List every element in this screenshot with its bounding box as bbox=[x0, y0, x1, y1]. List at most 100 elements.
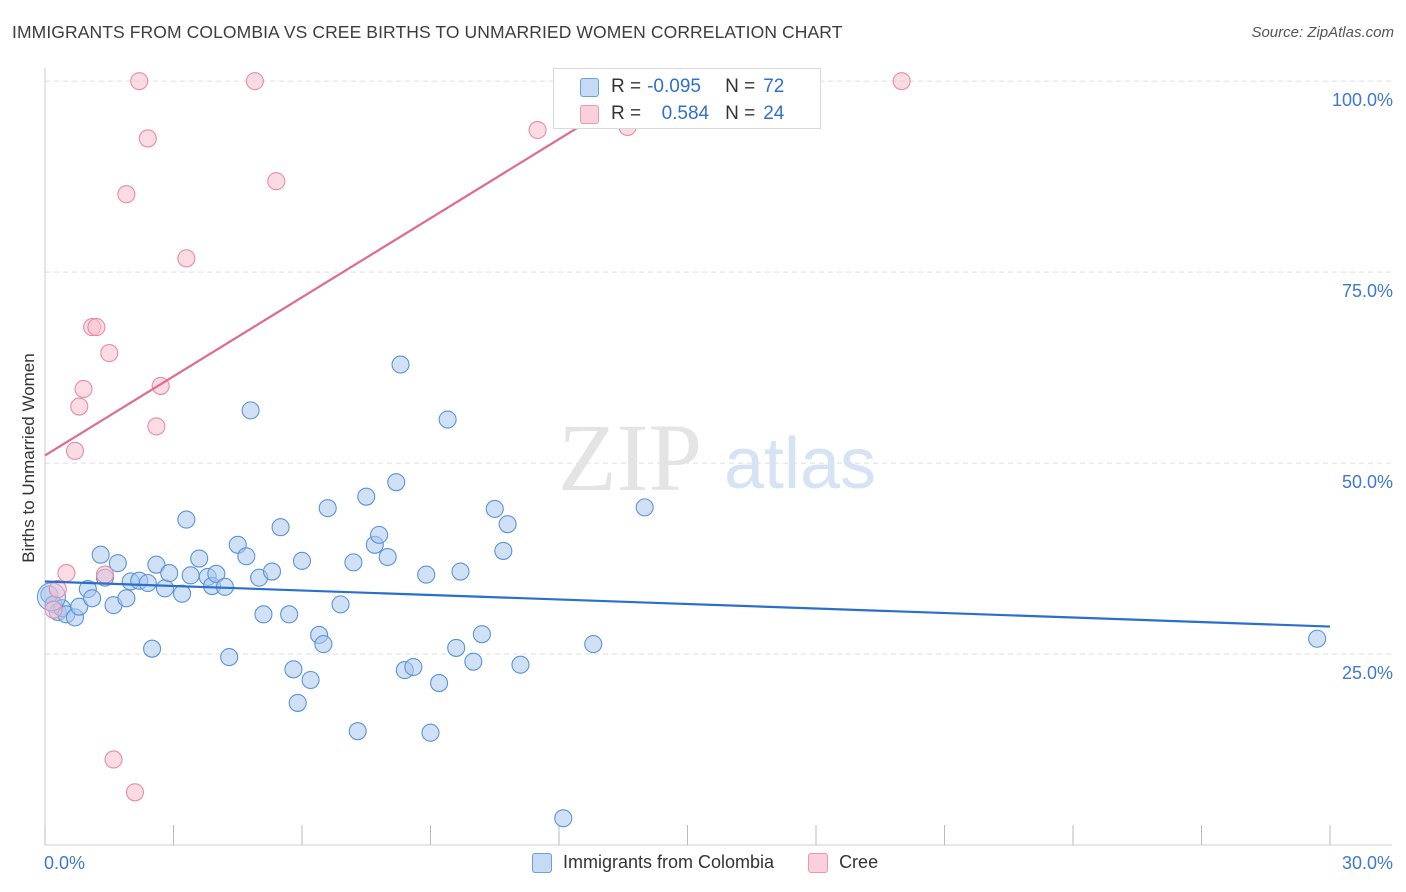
data-point bbox=[117, 589, 136, 608]
data-point bbox=[130, 72, 149, 91]
watermark-zip: ZIP bbox=[558, 404, 702, 511]
legend-swatch-pink bbox=[580, 104, 599, 124]
data-point bbox=[288, 693, 307, 712]
legend-label-colombia: Immigrants from Colombia bbox=[563, 852, 775, 872]
legend-n-label: N = bbox=[725, 103, 756, 124]
data-point bbox=[451, 562, 470, 581]
data-point bbox=[421, 723, 440, 742]
data-point bbox=[48, 580, 67, 599]
data-point bbox=[190, 549, 209, 568]
data-point bbox=[331, 595, 350, 614]
data-point bbox=[387, 473, 406, 492]
data-point bbox=[138, 573, 157, 593]
data-point bbox=[155, 579, 174, 598]
data-point bbox=[344, 553, 363, 572]
y-tick-label: 100.0% bbox=[1332, 90, 1393, 110]
data-point bbox=[430, 674, 449, 693]
data-point bbox=[104, 750, 123, 769]
chart-title: IMMIGRANTS FROM COLOMBIA VS CREE BIRTHS … bbox=[12, 22, 843, 42]
data-point bbox=[100, 344, 119, 363]
data-point bbox=[292, 551, 312, 570]
data-point bbox=[83, 589, 102, 608]
correlation-legend: R = -0.095 N = 72 R = 0.584 N = 24 bbox=[553, 68, 821, 129]
trend-line-colombia bbox=[44, 580, 1331, 628]
legend-label-cree: Cree bbox=[839, 852, 879, 872]
data-point bbox=[447, 638, 466, 657]
legend-swatch-pink bbox=[808, 852, 829, 873]
data-point bbox=[70, 397, 89, 416]
y-tick-label: 25.0% bbox=[1342, 663, 1393, 683]
data-point bbox=[554, 809, 573, 828]
data-point bbox=[125, 783, 144, 802]
source-label: Source: ZipAtlas.com bbox=[1251, 24, 1394, 41]
data-point bbox=[494, 541, 513, 560]
data-point bbox=[635, 498, 654, 517]
data-point bbox=[207, 564, 226, 583]
legend-r-label: R = bbox=[611, 76, 642, 97]
data-point bbox=[254, 605, 273, 624]
data-point bbox=[485, 499, 504, 518]
data-point bbox=[160, 564, 179, 583]
data-point bbox=[177, 249, 196, 268]
data-point bbox=[280, 605, 299, 624]
data-point bbox=[892, 72, 911, 91]
legend-n-value: 24 bbox=[763, 103, 785, 124]
y-tick-label: 50.0% bbox=[1342, 472, 1393, 492]
data-point bbox=[370, 525, 389, 544]
data-point bbox=[438, 410, 457, 429]
grid-lines bbox=[45, 80, 1392, 655]
x-tick-label: 30.0% bbox=[1342, 853, 1393, 873]
data-point bbox=[314, 635, 333, 654]
data-point bbox=[498, 515, 517, 534]
data-point bbox=[284, 660, 303, 679]
data-point bbox=[404, 657, 423, 677]
data-point bbox=[528, 120, 547, 140]
legend-n-value: 72 bbox=[763, 76, 785, 97]
watermark: ZIP atlas bbox=[558, 404, 876, 511]
data-point bbox=[87, 318, 106, 337]
legend-item-colombia[interactable]: Immigrants from Colombia bbox=[532, 852, 774, 873]
data-point bbox=[348, 722, 367, 741]
data-point bbox=[74, 379, 93, 399]
data-point bbox=[177, 510, 196, 529]
legend-item-cree[interactable]: Cree bbox=[808, 852, 878, 873]
data-point bbox=[472, 625, 491, 644]
legend-row-cree: R = 0.584 N = 24 bbox=[580, 102, 784, 126]
trend-line-cree bbox=[44, 80, 654, 457]
legend-n-label: N = bbox=[725, 76, 756, 97]
data-point bbox=[147, 555, 166, 574]
data-point bbox=[584, 635, 603, 654]
y-axis-title: Births to Unmarried Women bbox=[19, 353, 38, 562]
data-point bbox=[143, 639, 162, 658]
legend-r-value: 0.584 bbox=[661, 103, 710, 124]
data-point bbox=[57, 564, 76, 583]
data-point bbox=[464, 652, 483, 671]
legend-row-colombia: R = -0.095 N = 72 bbox=[580, 75, 784, 99]
data-point bbox=[262, 562, 282, 581]
data-point bbox=[301, 670, 320, 690]
data-point bbox=[220, 648, 239, 667]
data-point bbox=[267, 172, 286, 191]
axes bbox=[44, 68, 1392, 846]
legend-swatch-blue bbox=[580, 77, 599, 97]
series-cree-points bbox=[44, 72, 911, 802]
data-point bbox=[237, 547, 256, 566]
data-point bbox=[417, 565, 436, 584]
legend-r-label: R = bbox=[611, 103, 642, 124]
data-point bbox=[378, 547, 397, 567]
axis-labels: 25.0% 50.0% 75.0% 100.0% 0.0% 30.0% Births to … bbox=[19, 90, 1393, 873]
data-point bbox=[91, 545, 110, 564]
data-point bbox=[318, 499, 337, 518]
data-point bbox=[147, 417, 166, 436]
data-point bbox=[511, 655, 530, 674]
x-tick-label: 0.0% bbox=[44, 853, 85, 873]
data-point bbox=[173, 584, 192, 603]
watermark-atlas: atlas bbox=[724, 424, 876, 504]
data-point bbox=[181, 566, 200, 585]
data-point bbox=[70, 597, 89, 616]
data-point bbox=[65, 441, 85, 460]
series-legend: Immigrants from Colombia Cree bbox=[532, 852, 912, 873]
data-point bbox=[391, 355, 410, 374]
data-point bbox=[44, 600, 63, 619]
